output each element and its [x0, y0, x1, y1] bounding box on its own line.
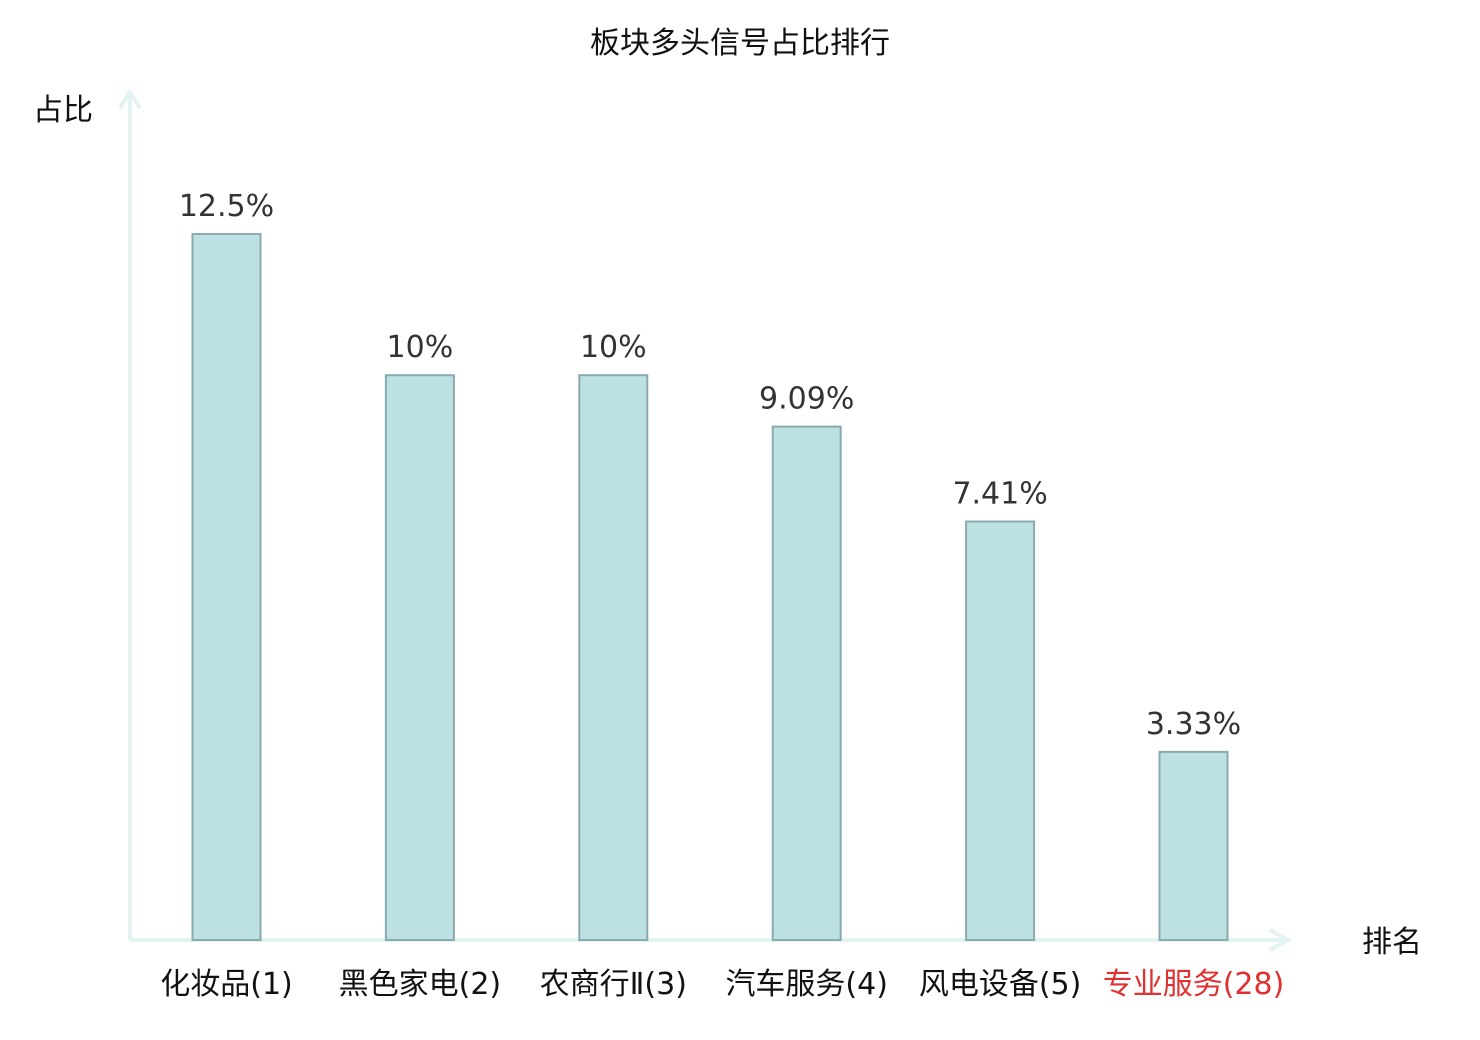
bar [191, 233, 262, 941]
bars-group [191, 233, 1229, 942]
x-axis-label: 排名 [1362, 925, 1422, 960]
bar [771, 425, 842, 942]
bar-value-label: 3.33% [1146, 707, 1241, 742]
bar-value-label: 10% [387, 330, 454, 365]
value-labels-group: 12.5% 10% 10% 9.09% 7.41% 3.33% [179, 189, 1241, 742]
chart-title: 板块多头信号占比排行 [590, 26, 890, 61]
category-labels-group: 化妆品(1) 黑色家电(2) 农商行Ⅱ(3) 汽车服务(4) 风电设备(5) 专业服务(2… [160, 967, 1284, 1002]
bar-value-label: 9.09% [759, 382, 854, 417]
y-axis-label: 占比 [33, 93, 93, 128]
category-label: 化妆品(1) [160, 967, 293, 1002]
bar [965, 520, 1036, 941]
bar [384, 374, 455, 941]
axes [118, 88, 1293, 952]
category-label: 专业服务(28) [1103, 967, 1285, 1002]
category-label: 农商行Ⅱ(3) [540, 967, 687, 1002]
bar [1158, 750, 1229, 942]
bar [578, 374, 649, 941]
bar-value-label: 12.5% [179, 189, 274, 224]
category-label: 黑色家电(2) [339, 967, 502, 1002]
category-label: 风电设备(5) [919, 967, 1082, 1002]
bar-value-label: 7.41% [952, 477, 1047, 512]
category-label: 汽车服务(4) [725, 967, 888, 1002]
bar-value-label: 10% [580, 330, 647, 365]
x-axis-arrow [1269, 928, 1293, 952]
y-axis-arrow [118, 88, 142, 110]
